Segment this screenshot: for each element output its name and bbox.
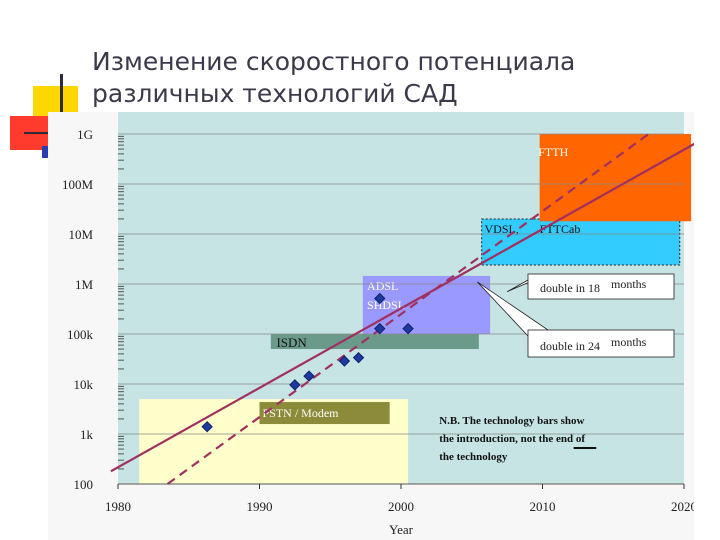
data-point <box>201 420 213 433</box>
y-tick-label: 10k <box>74 377 94 392</box>
data-point <box>303 370 315 382</box>
data-point <box>374 292 386 305</box>
tech-label-vdsl: VDSL, <box>484 222 518 236</box>
x-tick-label: 1980 <box>105 499 131 514</box>
data-point <box>352 351 365 364</box>
tech-label-pstn: PSTN / Modem <box>263 406 340 420</box>
tech-bar-3 <box>481 218 681 266</box>
x-axis-title: Year <box>389 522 414 537</box>
note-line-0: N.B. The technology bars show <box>439 415 584 427</box>
slide-title-line1: Изменение скоростного потенциала <box>92 47 576 76</box>
note-line-1: the introduction, not the end of <box>439 433 585 445</box>
deco-vertical-bar <box>60 74 63 120</box>
callout-text-1: double in 24 <box>540 339 600 353</box>
tech-label-ftth: FTTH <box>538 145 568 159</box>
tech-label-isdn: ISDN <box>276 335 307 350</box>
y-tick-label: 100k <box>67 327 94 342</box>
y-tick-label: 1M <box>75 277 94 292</box>
y-tick-label: 10M <box>68 227 93 242</box>
pstn-label-box <box>259 402 390 425</box>
x-tick-label: 1990 <box>247 499 273 514</box>
note-line-2: the technology <box>439 451 508 463</box>
tech-label-shdsl: SHDSL <box>367 298 405 312</box>
y-tick-label: 1G <box>77 127 93 142</box>
y-tick-label: 1k <box>80 427 94 442</box>
data-point <box>289 379 301 391</box>
callout-box-1 <box>527 329 675 358</box>
data-point <box>338 355 351 367</box>
callout-text2-1: months <box>611 335 647 349</box>
callout-text-0: double in 18 <box>540 281 600 295</box>
callout-text2-0: months <box>611 277 647 291</box>
data-point <box>402 322 414 335</box>
x-tick-label: 2000 <box>388 499 414 514</box>
data-point <box>374 322 386 335</box>
x-tick-label: 2010 <box>530 499 556 514</box>
y-tick-label: 100M <box>62 177 94 192</box>
slide-title: Изменение скоростного потенциала различн… <box>92 46 652 110</box>
trend-line-solid <box>110 142 694 473</box>
tech-bar-1 <box>270 334 479 350</box>
trend-line-dashed <box>166 133 650 485</box>
tech-bar-4 <box>539 134 692 222</box>
tech-bar-2 <box>362 275 491 334</box>
y-tick-label: 100 <box>74 477 94 492</box>
callout-box-0 <box>527 273 675 300</box>
slide-title-line2: различных технологий САД <box>92 79 458 108</box>
tech-label-adsl: ADSL <box>367 279 398 293</box>
x-tick-label: 2020 <box>671 499 694 514</box>
